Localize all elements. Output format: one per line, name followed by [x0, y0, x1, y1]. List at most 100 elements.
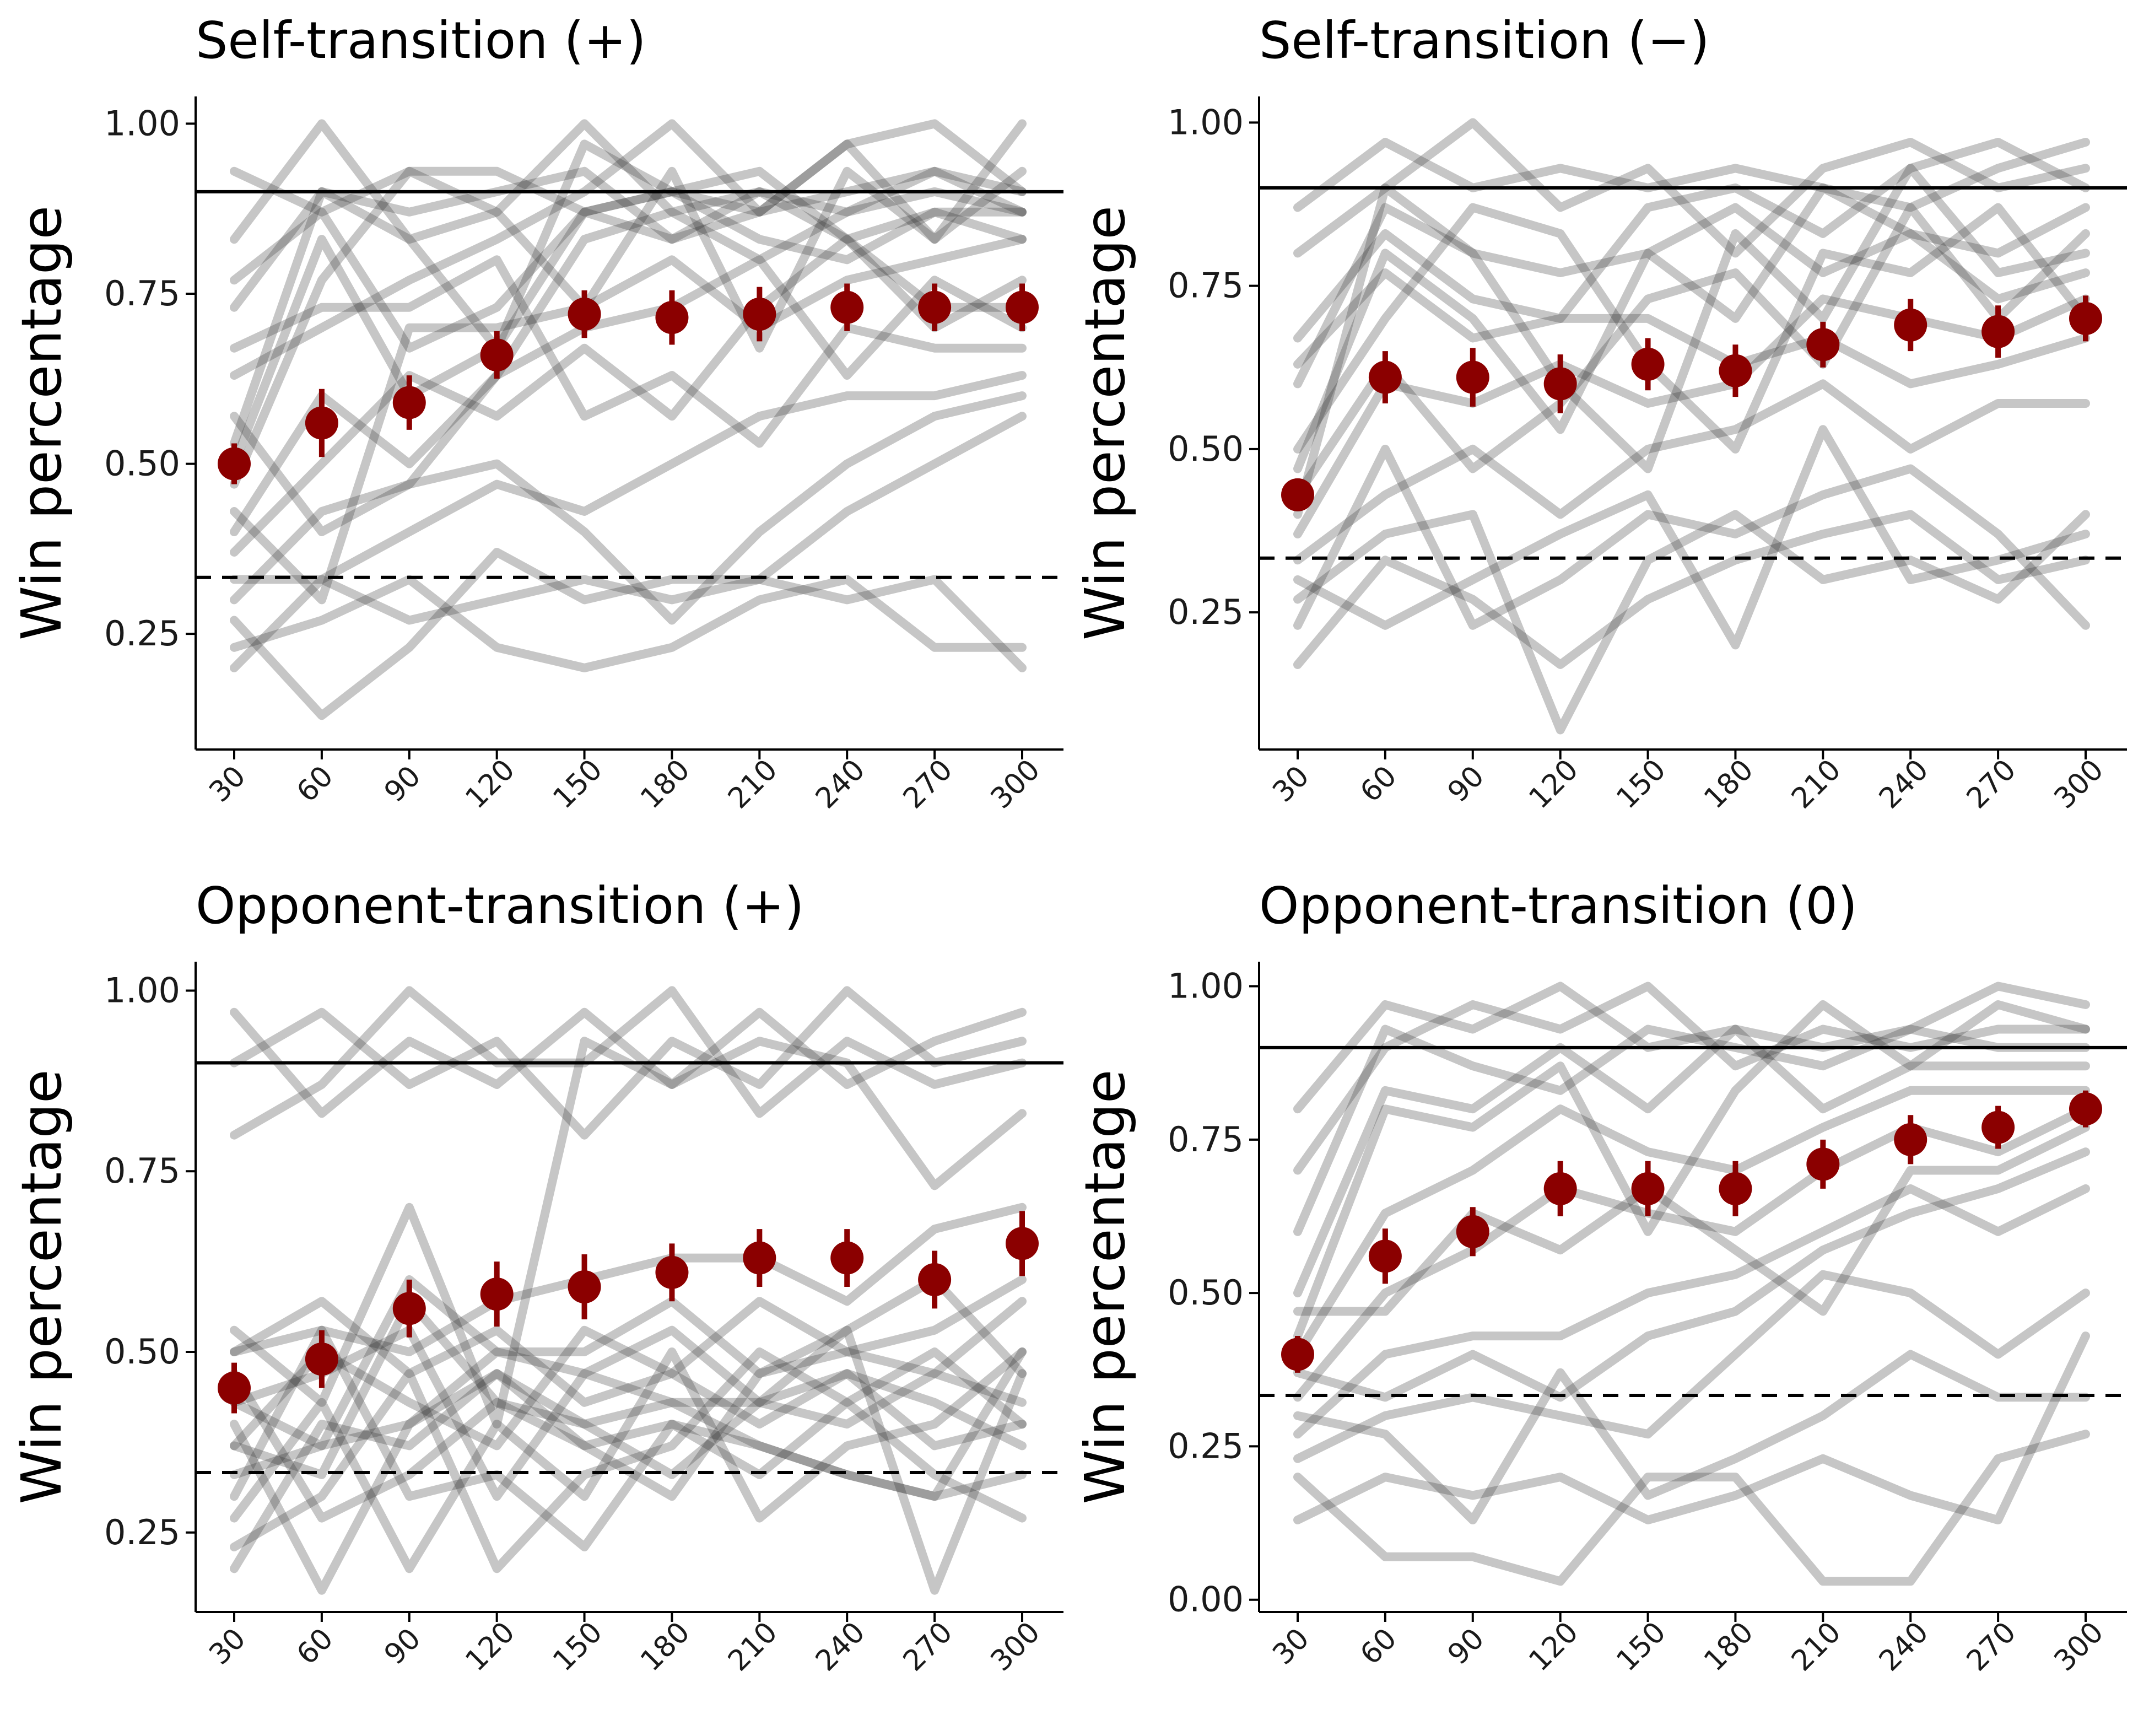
subject-line: [1293, 1086, 2090, 1359]
y-tick-label: 0.50: [1168, 1273, 1244, 1313]
subject-line: [1293, 138, 2090, 343]
mean-point: [1631, 347, 1665, 381]
x-tick-label: 150: [547, 1616, 609, 1678]
x-tick-label: 210: [1785, 753, 1848, 816]
x-tick-label: 300: [985, 1616, 1047, 1678]
y-axis-label: Win percentage: [1073, 1070, 1137, 1505]
y-tick-label: 0.50: [104, 1331, 180, 1372]
subject-line: [1293, 510, 2090, 669]
mean-point: [2069, 1092, 2102, 1126]
mean-point: [1631, 1172, 1665, 1205]
mean-point: [392, 1292, 426, 1325]
mean-point: [655, 301, 689, 335]
y-axis-label: Win percentage: [1073, 206, 1137, 640]
mean-point: [1281, 1338, 1314, 1371]
y-tick-label: 0.25: [104, 1512, 180, 1552]
panel-title: Opponent-transition (+): [196, 876, 804, 935]
subject-line: [1293, 268, 2090, 389]
mean-point: [743, 1241, 776, 1275]
mean-point: [1006, 1227, 1039, 1260]
y-tick-label: 0.50: [1168, 429, 1244, 469]
panel-2: Self-transition (−) Win percentage 0.25 0.5…: [1073, 11, 2127, 815]
subject-line: [230, 986, 1027, 1140]
x-tick-label: 270: [897, 753, 959, 816]
subject-line: [1293, 118, 2090, 258]
x-tick-label: 90: [378, 1622, 427, 1671]
mean-point: [1006, 290, 1039, 324]
x-tick-label: 120: [459, 1616, 521, 1678]
subject-line: [1293, 1184, 2090, 1439]
subject-line: [1293, 982, 2090, 1114]
x-tick-label: 240: [1873, 753, 1935, 816]
subject-line: [1293, 1025, 2090, 1298]
x-tick-label: 300: [2048, 1616, 2110, 1678]
subject-line: [1293, 203, 2090, 454]
y-tick-label: 0.75: [1168, 266, 1244, 306]
x-tick-label: 60: [1354, 1622, 1403, 1671]
subject-line: [1293, 1104, 2090, 1402]
subject-line: [1293, 379, 2090, 565]
x-tick-label: 270: [897, 1616, 959, 1678]
y-tick-label: 0.25: [104, 613, 180, 654]
subject-line: [230, 1325, 1027, 1501]
subject-line: [230, 412, 1027, 720]
subject-line: [230, 119, 1027, 380]
subject-line: [230, 1369, 1027, 1523]
x-tick-label: 240: [809, 753, 872, 816]
mean-point: [1894, 308, 1927, 342]
mean-point: [1281, 478, 1314, 511]
subject-line: [1293, 510, 2090, 735]
mean-point: [1456, 360, 1489, 394]
subject-line: [230, 139, 1027, 448]
mean-point: [1981, 1110, 2015, 1144]
x-tick-label: 90: [378, 759, 427, 808]
y-tick-label: 0.25: [1168, 1426, 1244, 1466]
mean-point: [1894, 1123, 1927, 1156]
mean-point: [1719, 1172, 1752, 1205]
subject-line: [230, 1347, 1027, 1501]
subject-line: [230, 575, 1027, 672]
x-tick-label: 180: [634, 1616, 696, 1678]
subject-line: [230, 1325, 1027, 1551]
subject-line: [230, 187, 1027, 468]
mean-point: [480, 338, 514, 372]
subject-line: [1293, 203, 2090, 499]
mean-point: [1368, 1239, 1402, 1273]
mean-point: [480, 1277, 514, 1311]
mean-point: [1368, 360, 1402, 394]
mean-point: [1543, 367, 1577, 401]
panel-title: Self-transition (−): [1259, 11, 1710, 70]
subject-line: [1293, 183, 2090, 389]
x-tick-label: 300: [985, 753, 1047, 816]
mean-point: [743, 298, 776, 331]
mean-point: [1806, 328, 1840, 362]
y-tick-label: 0.75: [104, 273, 180, 314]
x-tick-label: 30: [1266, 1622, 1315, 1671]
x-tick-label: 240: [809, 1616, 872, 1678]
y-axis-label: Win percentage: [9, 206, 74, 640]
panel-1: Self-transition (+) Win percentage 0.25 0.5…: [9, 11, 1063, 815]
mean-point: [305, 1343, 338, 1376]
subject-line: [230, 1347, 1027, 1573]
y-tick-label: 0.00: [1168, 1579, 1244, 1620]
subject-line: [230, 119, 1027, 489]
x-tick-label: 180: [1698, 1616, 1760, 1678]
subject-line: [230, 235, 1027, 605]
x-tick-label: 120: [1522, 753, 1585, 816]
mean-point: [1456, 1215, 1489, 1248]
x-tick-label: 300: [2048, 753, 2110, 816]
x-tick-label: 120: [459, 753, 521, 816]
mean-point: [830, 290, 864, 324]
y-tick-label: 1.00: [1168, 966, 1244, 1006]
x-tick-label: 270: [1961, 753, 2023, 816]
mean-point: [1981, 315, 2015, 348]
subject-line: [1293, 1430, 2090, 1586]
x-tick-label: 60: [1354, 759, 1403, 808]
subject-line: [230, 119, 1027, 244]
x-tick-label: 30: [203, 759, 252, 808]
x-tick-label: 120: [1522, 1616, 1585, 1678]
x-tick-label: 30: [1266, 759, 1315, 808]
subject-line: [1293, 1123, 2090, 1316]
mean-point: [1543, 1172, 1577, 1205]
